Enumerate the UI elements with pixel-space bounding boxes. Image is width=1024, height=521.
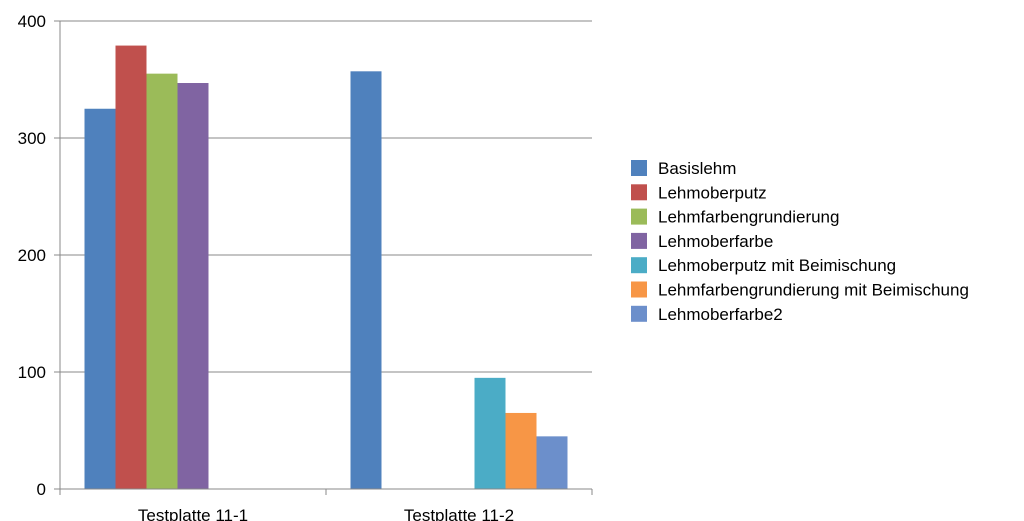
legend-label: Lehmoberputz	[658, 183, 767, 202]
bar	[146, 73, 178, 490]
y-tick-labels: 0 100 200 300 400	[18, 12, 60, 499]
x-tick-label: Testplatte 11-2	[404, 506, 514, 521]
bar	[177, 83, 209, 489]
legend: Basislehm Lehmoberputz Lehmfarbengrundieru…	[631, 159, 969, 324]
y-tick-label: 100	[18, 363, 46, 382]
legend-swatch	[631, 160, 647, 176]
legend-swatch	[631, 281, 647, 298]
y-tick-label: 200	[18, 246, 46, 265]
bar	[84, 108, 116, 489]
legend-label: Lehmoberfarbe	[658, 232, 773, 251]
bar	[536, 436, 568, 489]
bars	[84, 45, 568, 490]
bar	[505, 412, 537, 489]
legend-label: Lehmfarbengrundierung	[658, 208, 839, 227]
legend-label: Basislehm	[658, 159, 736, 178]
bar	[350, 71, 382, 489]
legend-swatch	[631, 257, 647, 274]
legend-swatch	[631, 208, 647, 225]
legend-swatch	[631, 184, 647, 201]
bar	[474, 377, 506, 489]
legend-label: Lehmoberputz mit Beimischung	[658, 256, 896, 275]
y-tick-label: 300	[18, 129, 46, 148]
legend-label: Lehmoberfarbe2	[658, 305, 783, 324]
y-tick-label: 400	[18, 12, 46, 31]
x-tick-label: Testplatte 11-1	[138, 506, 248, 521]
legend-swatch	[631, 305, 647, 322]
bar	[115, 45, 147, 489]
x-tick-labels: Testplatte 11-1 Testplatte 11-2	[59, 489, 593, 521]
y-tick-label: 0	[37, 480, 46, 499]
legend-swatch	[631, 232, 647, 249]
legend-label: Lehmfarbengrundierung mit Beimischung	[658, 281, 969, 300]
